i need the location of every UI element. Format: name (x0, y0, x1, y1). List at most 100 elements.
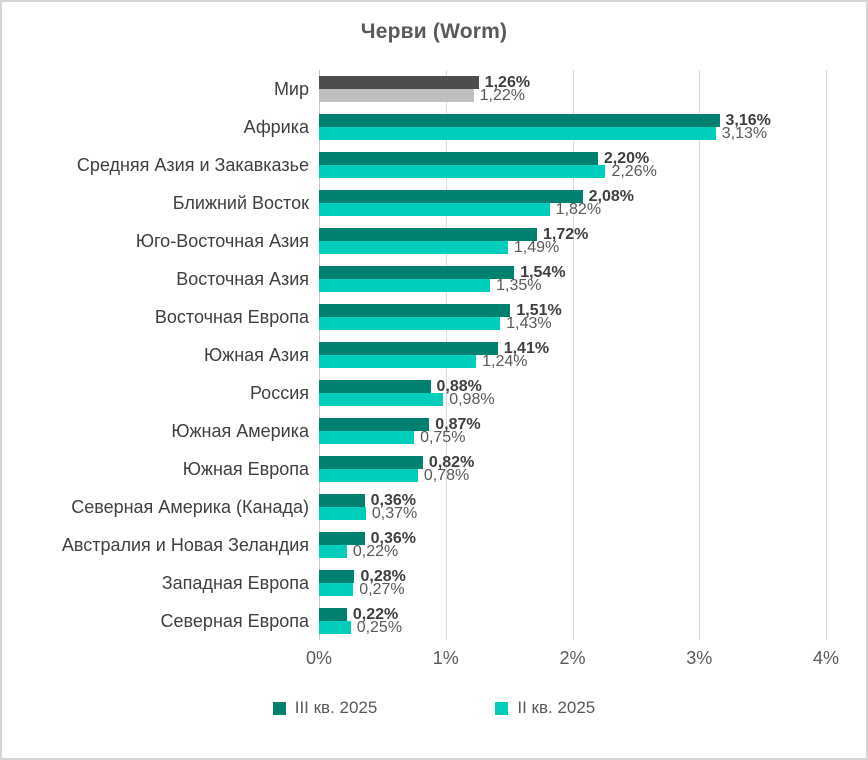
value-label-q3: 0,28% (360, 567, 406, 585)
x-tick-label: 4% (812, 648, 840, 668)
bar-line: 0,36% (319, 492, 826, 508)
bar-line: 1,41% (319, 340, 826, 356)
x-tick-label: 1% (432, 648, 459, 668)
chart-row: Ближний Восток 2,08% 1,82% (2, 184, 866, 222)
category-label: Северная Европа (160, 610, 309, 631)
bar-line: 1,43% (319, 315, 826, 331)
category-label: Мир (273, 78, 309, 99)
value-label-q3: 3,16% (725, 111, 771, 129)
gridline (826, 70, 827, 640)
bar-q3-2025 (319, 608, 347, 621)
x-axis: 0% 1% 2% 3% 4% (2, 640, 866, 674)
value-label-q2: 1,82% (555, 200, 602, 218)
bar-line: 1,22% (319, 86, 826, 104)
legend-item-q2: II кв. 2025 (495, 698, 595, 718)
bar-q2-2025 (319, 583, 354, 596)
row-plot: 0,36% 0,22% (319, 529, 826, 559)
category-label: Южная Америка (171, 420, 309, 441)
chart-row: Южная Америка 0,87% 0,75% (2, 412, 866, 450)
bar-q3-2025 (319, 418, 430, 431)
category-label: Восточная Европа (154, 306, 309, 327)
value-label-q3: 0,36% (370, 529, 416, 547)
bar-line: 0,98% (319, 390, 826, 408)
value-label-q2: 0,75% (420, 428, 466, 446)
bar-q2-2025 (319, 317, 501, 330)
value-label-q3: 0,87% (435, 415, 481, 433)
row-plot: 0,22% 0,25% (319, 605, 826, 635)
bar-line: 0,37% (319, 505, 826, 521)
value-label-q3: 1,72% (543, 225, 589, 243)
row-plot: 1,26% 1,22% (319, 73, 826, 104)
gridline (699, 70, 701, 640)
x-tick-label: 2% (559, 648, 586, 668)
bar-q2-2025 (319, 279, 491, 292)
bar-q2-2025 (319, 203, 550, 216)
value-label-q3: 1,51% (516, 301, 562, 319)
category-label: Ближний Восток (172, 192, 309, 213)
row-plot: 0,36% 0,37% (319, 492, 826, 521)
bar-q3-2025 (319, 190, 583, 203)
x-tick-label: 3% (686, 648, 713, 668)
x-tick-label: 0% (305, 648, 333, 668)
bar-q3-2025 (319, 266, 515, 279)
row-plot: 0,28% 0,27% (319, 567, 826, 598)
chart-row: Мир 1,26% 1,22% (2, 70, 866, 108)
chart-row: Австралия и Новая Зеландия 0,36% 0,22% (2, 526, 866, 564)
row-plot: 0,82% 0,78% (319, 453, 826, 484)
bar-q2-2025 (319, 89, 474, 102)
value-label-q3: 2,20% (603, 149, 650, 167)
value-label-q3: 0,82% (428, 453, 475, 471)
legend-label-q3: III кв. 2025 (294, 698, 378, 717)
bar-line: 0,27% (319, 580, 826, 598)
value-label-q3: 0,22% (352, 605, 399, 623)
legend-item-q3: III кв. 2025 (272, 698, 378, 718)
value-label-q3: 1,54% (520, 263, 566, 281)
legend: III кв. 2025 II кв. 2025 (2, 698, 866, 718)
value-label-q2: 3,13% (721, 124, 768, 142)
bar-q3-2025 (319, 114, 720, 127)
bar-q3-2025 (319, 228, 537, 241)
bar-q2-2025 (319, 165, 606, 178)
bar-q2-2025 (319, 621, 351, 634)
bar-q2-2025 (319, 355, 477, 368)
category-label: Юго-Восточная Азия (135, 230, 309, 251)
value-label-q2: 0,27% (359, 580, 405, 598)
value-label-q3: 2,08% (588, 187, 634, 205)
bar-line: 0,88% (319, 377, 826, 395)
bar-q2-2025 (319, 507, 366, 520)
chart-row: Восточная Азия 1,54% 1,35% (2, 260, 866, 298)
bar-line: 0,22% (319, 543, 826, 559)
bar-line: 1,54% (319, 263, 826, 281)
value-label-q2: 1,24% (482, 352, 528, 370)
chart-plot-area: Мир 1,26% 1,22% Африка 3,16% 3,13% Средняя Ази… (2, 70, 866, 640)
bar-line: 0,78% (319, 466, 826, 484)
bar-line: 0,87% (319, 415, 826, 433)
bar-line: 1,26% (319, 73, 826, 91)
value-label-q3: 0,88% (436, 377, 482, 395)
value-label-q2: 0,98% (449, 390, 495, 408)
chart-row: Юго-Восточная Азия 1,72% 1,49% (2, 222, 866, 260)
category-label: Россия (249, 382, 309, 403)
value-label-q2: 1,22% (479, 86, 525, 104)
row-plot: 0,87% 0,75% (319, 415, 826, 446)
chart-row: Южная Азия 1,41% 1,24% (2, 336, 866, 374)
category-label: Африка (243, 116, 309, 137)
bar-q2-2025 (319, 241, 508, 254)
chart-row: Средняя Азия и Закавказье 2,20% 2,26% (2, 146, 866, 184)
row-plot: 1,72% 1,49% (319, 225, 826, 255)
value-label-q3: 1,26% (484, 73, 531, 91)
row-plot: 1,41% 1,24% (319, 340, 826, 370)
bar-q3-2025 (319, 532, 365, 545)
row-plot: 2,20% 2,26% (319, 149, 826, 179)
value-label-q2: 0,78% (423, 466, 470, 484)
bar-line: 0,82% (319, 453, 826, 471)
chart-row: Восточная Европа 1,51% 1,43% (2, 298, 866, 336)
bar-line: 0,22% (319, 605, 826, 623)
bar-q2-2025 (319, 393, 444, 406)
bar-line: 0,25% (319, 619, 826, 635)
bar-line: 2,20% (319, 149, 826, 167)
bar-line: 2,08% (319, 187, 826, 205)
chart-row: Южная Европа 0,82% 0,78% (2, 450, 866, 488)
gridline (572, 70, 574, 640)
